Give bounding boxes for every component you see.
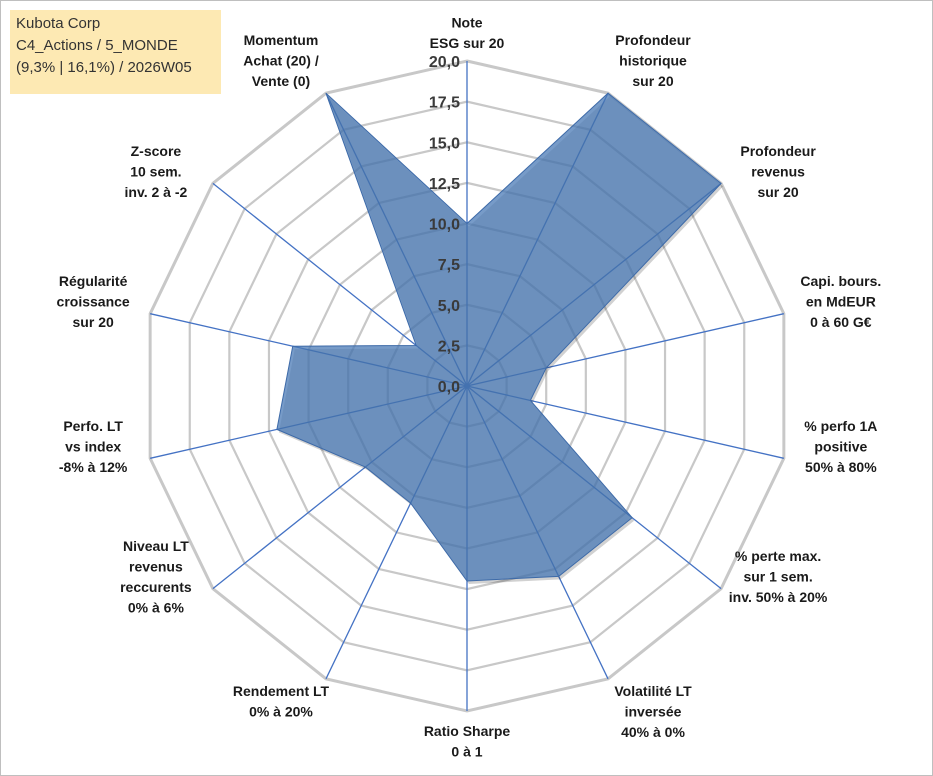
axis-label-line: 40% à 0% [621, 724, 685, 740]
axis-label: Ratio Sharpe 0 à 1 [424, 723, 511, 760]
axis-label: % perfo 1A positive 50% à 80% [804, 418, 877, 475]
axis-label-line: Z-score [131, 143, 182, 159]
tick-label: 0,0 [438, 379, 460, 396]
axis-label-line: 50% à 80% [805, 459, 877, 475]
axis-label-line: vs index [65, 438, 121, 454]
axis-label-line: 0% à 6% [128, 599, 185, 615]
axis-label-line: inv. 50% à 20% [729, 589, 828, 605]
axis-label: Profondeur historique sur 20 [615, 32, 691, 89]
axis-label-line: sur 20 [632, 73, 673, 89]
axis-label: Note ESG sur 20 [430, 15, 505, 52]
axis-label-line: en MdEUR [806, 294, 876, 310]
axis-label-line: 10 sem. [130, 163, 181, 179]
tick-label: 12,5 [429, 176, 460, 193]
axis-label-line: -8% à 12% [59, 459, 128, 475]
radar-series [276, 92, 724, 584]
radar-tick-labels: 0,0 2,5 5,0 7,5 10,0 12,5 15,0 17,5 20,0 [429, 54, 460, 396]
axis-label-line: 0 à 1 [451, 744, 482, 760]
axis-label-line: Régularité [59, 273, 128, 289]
axis-label-line: 0 à 60 G€ [810, 314, 872, 330]
axis-label: Perfo. LT vs index -8% à 12% [59, 418, 128, 475]
axis-label-line: Note [451, 15, 482, 31]
axis-label-line: positive [814, 438, 867, 454]
axis-label-line: sur 20 [757, 184, 798, 200]
tick-label: 17,5 [429, 95, 460, 112]
company-name: Kubota Corp [16, 15, 101, 32]
axis-label-line: Vente (0) [252, 73, 310, 89]
axis-label: Régularité croissance sur 20 [57, 273, 130, 330]
axis-label: Rendement LT 0% à 20% [233, 683, 330, 720]
tick-label: 10,0 [429, 217, 460, 234]
axis-label-line: Achat (20) / [243, 53, 319, 69]
axis-label-line: inv. 2 à -2 [125, 184, 188, 200]
tick-label: 15,0 [429, 135, 460, 152]
info-box: Kubota Corp C4_Actions / 5_MONDE (9,3% |… [10, 10, 221, 94]
axis-label-line: Profondeur [615, 32, 691, 48]
tick-label: 20,0 [429, 54, 460, 71]
axis-label-line: historique [619, 53, 687, 69]
axis-label-line: Perfo. LT [63, 418, 123, 434]
axis-label-line: sur 1 sem. [743, 569, 812, 585]
axis-label-line: sur 20 [73, 314, 114, 330]
axis-label-line: % perfo 1A [804, 418, 877, 434]
axis-label: Volatilité LT inversée 40% à 0% [614, 683, 692, 740]
axis-label: Niveau LT revenus reccurents 0% à 6% [120, 538, 192, 616]
axis-label: Profondeur revenus sur 20 [740, 143, 816, 200]
axis-label: Momentum Achat (20) / Vente (0) [243, 32, 319, 89]
axis-label-line: inversée [625, 703, 682, 719]
axis-label-line: Momentum [244, 32, 319, 48]
axis-label: % perte max. sur 1 sem. inv. 50% à 20% [729, 548, 828, 605]
tick-label: 2,5 [438, 338, 460, 355]
axis-label-line: revenus [751, 163, 805, 179]
axis-label-line: croissance [57, 294, 130, 310]
axis-label-line: Profondeur [740, 143, 816, 159]
tick-label: 7,5 [438, 257, 460, 274]
axis-label-line: Ratio Sharpe [424, 723, 511, 739]
axis-label-line: Volatilité LT [614, 683, 692, 699]
axis-label-line: Rendement LT [233, 683, 330, 699]
axis-label-line: % perte max. [735, 548, 821, 564]
axis-label-line: Niveau LT [123, 538, 189, 554]
axis-label: Z-score 10 sem. inv. 2 à -2 [125, 143, 188, 200]
performance-week: (9,3% | 16,1%) / 2026W05 [16, 59, 192, 76]
portfolio-name: C4_Actions / 5_MONDE [16, 37, 178, 54]
axis-label: Capi. bours. en MdEUR 0 à 60 G€ [800, 273, 881, 330]
axis-label-line: reccurents [120, 579, 192, 595]
series-area [276, 92, 722, 582]
axis-label-line: Capi. bours. [800, 273, 881, 289]
radar-axis-labels: Note ESG sur 20 Profondeur historique sur 20… [57, 15, 882, 760]
axis-label-line: ESG sur 20 [430, 35, 505, 51]
axis-label-line: revenus [129, 558, 183, 574]
tick-label: 5,0 [438, 298, 460, 315]
axis-label-line: 0% à 20% [249, 703, 313, 719]
